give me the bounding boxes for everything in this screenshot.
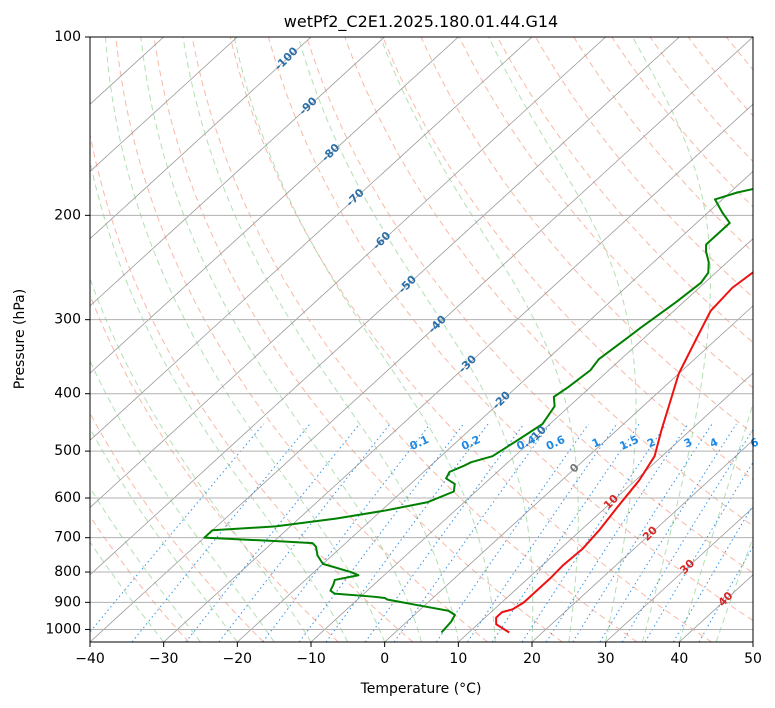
moist-adiabat bbox=[90, 427, 238, 642]
grid bbox=[90, 37, 753, 630]
x-tick-label: 0 bbox=[380, 651, 389, 667]
moist-adiabat bbox=[678, 401, 753, 642]
isotherm bbox=[310, 238, 753, 642]
dry-adiabat bbox=[496, 37, 753, 344]
mixing-ratio-line bbox=[621, 428, 753, 642]
mixing-ratio-line bbox=[644, 461, 753, 642]
isotherm bbox=[90, 37, 459, 374]
y-axis: 100 200 300 400 500 600 700 800 900 1000 bbox=[45, 29, 90, 637]
dry-adiabat bbox=[229, 37, 712, 642]
isotherm bbox=[605, 507, 753, 642]
y-tick-label: 500 bbox=[54, 443, 81, 459]
mixing-ratio-line bbox=[436, 423, 589, 642]
isotherm bbox=[458, 372, 753, 642]
mixing-ratio-line bbox=[218, 423, 391, 642]
dry-adiabat bbox=[268, 37, 753, 622]
y-tick-label: 1000 bbox=[45, 621, 81, 637]
mixing-ratio-line bbox=[545, 423, 689, 642]
mixing-ratio-line bbox=[185, 423, 360, 642]
moist-adiabat bbox=[233, 37, 496, 642]
dry-adiabat bbox=[90, 412, 264, 642]
mixing-ratio-line bbox=[698, 545, 753, 642]
mixing-ratio-line bbox=[521, 423, 667, 642]
x-tick-label: −20 bbox=[223, 651, 253, 667]
dry-adiabat bbox=[115, 37, 488, 642]
mixing-ratio-line bbox=[467, 423, 618, 642]
y-tick-label: 300 bbox=[54, 312, 81, 328]
mixing-ratio-line bbox=[298, 423, 464, 642]
y-tick-label: 900 bbox=[54, 594, 81, 610]
y-tick-label: 600 bbox=[54, 490, 81, 506]
moist-adiabat bbox=[297, 37, 534, 642]
mixing-ratio-line bbox=[673, 504, 753, 642]
moist-adiabat bbox=[90, 158, 349, 642]
x-axis: −40 −30 −20 −10 0 10 20 30 40 50 bbox=[75, 642, 762, 667]
y-tick-label: 200 bbox=[54, 207, 81, 223]
dry-adiabat bbox=[649, 37, 753, 163]
dry-adiabat bbox=[573, 37, 753, 253]
moist-adiabat bbox=[90, 359, 275, 642]
isotherm bbox=[90, 37, 533, 441]
moist-adiabat bbox=[632, 37, 712, 642]
x-tick-label: 10 bbox=[449, 651, 467, 667]
x-tick-label: −30 bbox=[149, 651, 179, 667]
x-tick-label: −10 bbox=[296, 651, 326, 667]
mixing-ratio-line bbox=[491, 423, 640, 642]
moist-adiabat bbox=[90, 486, 201, 642]
dewpoint-profile bbox=[203, 188, 753, 634]
isotherm bbox=[90, 37, 385, 307]
x-axis-label: Temperature (°C) bbox=[360, 681, 482, 697]
dry-adiabat bbox=[306, 37, 753, 574]
isotherm bbox=[90, 37, 753, 642]
dry-adiabat bbox=[90, 131, 414, 642]
dry-adiabat bbox=[191, 37, 638, 642]
dry-adiabat bbox=[344, 37, 753, 527]
x-tick-label: 50 bbox=[744, 651, 762, 667]
dry-adiabat bbox=[420, 37, 753, 435]
isotherm bbox=[90, 37, 312, 240]
mixing-ratio-line bbox=[262, 423, 431, 642]
moist-adiabat bbox=[488, 37, 637, 642]
x-tick-label: 20 bbox=[523, 651, 541, 667]
mixing-ratio-line bbox=[325, 423, 489, 642]
isotherm bbox=[90, 37, 606, 509]
thermodynamic-background bbox=[90, 37, 753, 642]
moist-adiabat bbox=[140, 37, 422, 642]
isotherm bbox=[90, 37, 680, 576]
dry-adiabat bbox=[153, 37, 563, 642]
x-tick-label: 30 bbox=[597, 651, 615, 667]
plot-frame bbox=[89, 36, 754, 643]
isotherm bbox=[90, 37, 238, 172]
temperature-profile bbox=[495, 271, 753, 634]
moist-adiabat bbox=[104, 37, 386, 642]
mixing-ratio-line bbox=[131, 423, 311, 642]
x-tick-label: 40 bbox=[670, 651, 688, 667]
moist-adiabat bbox=[715, 536, 753, 642]
moist-adiabat bbox=[182, 37, 459, 642]
chart-title: wetPf2_C2E1.2025.180.01.44.G14 bbox=[284, 12, 558, 32]
y-tick-label: 100 bbox=[54, 29, 81, 45]
moist-adiabat bbox=[380, 37, 579, 642]
isotherm bbox=[531, 439, 753, 642]
y-tick-label: 700 bbox=[54, 530, 81, 546]
dry-adiabat bbox=[382, 37, 753, 481]
y-axis-label: Pressure (hPa) bbox=[12, 289, 28, 389]
isotherm bbox=[384, 305, 753, 642]
moist-adiabat bbox=[90, 541, 165, 642]
profile-series bbox=[203, 188, 753, 634]
isotherm bbox=[237, 170, 753, 642]
y-tick-label: 400 bbox=[54, 386, 81, 402]
x-tick-label: −40 bbox=[75, 651, 105, 667]
y-tick-label: 800 bbox=[54, 564, 81, 580]
